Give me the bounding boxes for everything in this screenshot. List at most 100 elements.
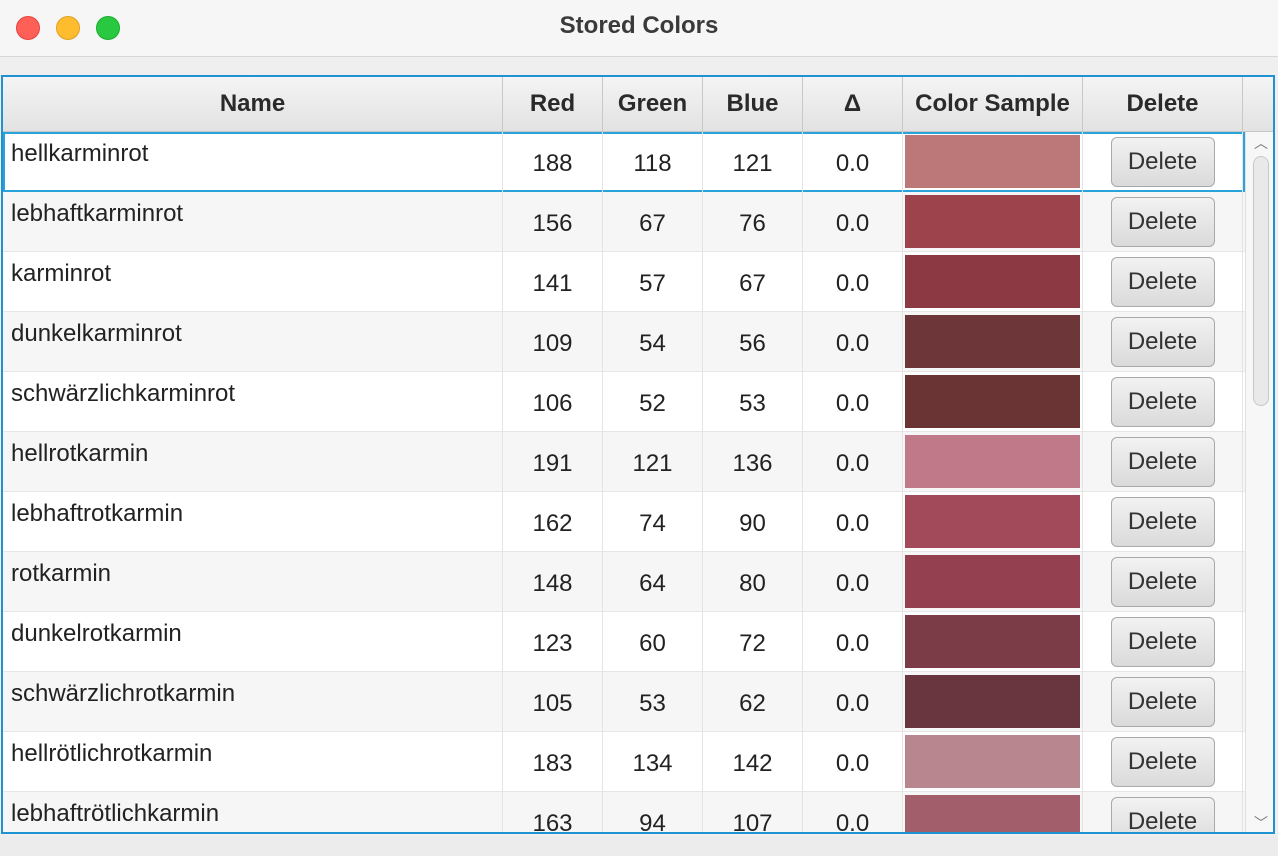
cell-green: 53 xyxy=(603,672,703,732)
delete-button[interactable]: Delete xyxy=(1110,737,1215,787)
close-window-button[interactable] xyxy=(16,16,40,40)
cell-color-sample xyxy=(903,732,1083,792)
chevron-up-icon[interactable]: ︿ xyxy=(1254,135,1268,151)
cell-delete: Delete xyxy=(1083,792,1243,832)
minimize-window-button[interactable] xyxy=(56,16,80,40)
table-row[interactable]: dunkelrotkarmin 123 60 72 0.0 Delete xyxy=(3,612,1245,672)
vertical-scrollbar[interactable]: ︿ ﹀ xyxy=(1245,132,1273,832)
cell-name: hellrotkarmin xyxy=(3,432,503,492)
cell-color-sample xyxy=(903,492,1083,552)
cell-green: 134 xyxy=(603,732,703,792)
cell-name: karminrot xyxy=(3,252,503,312)
table-row[interactable]: lebhaftrötlichkarmin 163 94 107 0.0 Delete xyxy=(3,792,1245,832)
cell-blue: 56 xyxy=(703,312,803,372)
cell-color-sample xyxy=(903,132,1083,192)
cell-green: 52 xyxy=(603,372,703,432)
cell-delete: Delete xyxy=(1083,732,1243,792)
table-row[interactable]: dunkelkarminrot 109 54 56 0.0 Delete xyxy=(3,312,1245,372)
delete-button[interactable]: Delete xyxy=(1110,497,1215,547)
cell-red: 105 xyxy=(503,672,603,732)
cell-green: 60 xyxy=(603,612,703,672)
delete-button[interactable]: Delete xyxy=(1110,377,1215,427)
delete-button[interactable]: Delete xyxy=(1110,617,1215,667)
delete-button[interactable]: Delete xyxy=(1110,557,1215,607)
zoom-window-button[interactable] xyxy=(96,16,120,40)
cell-blue: 76 xyxy=(703,192,803,252)
delete-button[interactable]: Delete xyxy=(1110,437,1215,487)
colors-table[interactable]: Name Red Green Blue Δ Color Sample Delet… xyxy=(1,75,1275,834)
table-row[interactable]: hellrötlichrotkarmin 183 134 142 0.0 Delete xyxy=(3,732,1245,792)
cell-name: lebhaftrotkarmin xyxy=(3,492,503,552)
scrollbar-thumb[interactable] xyxy=(1253,156,1269,406)
delete-button[interactable]: Delete xyxy=(1110,677,1215,727)
color-swatch xyxy=(905,135,1080,188)
cell-blue: 107 xyxy=(703,792,803,832)
cell-delta: 0.0 xyxy=(803,672,903,732)
cell-delete: Delete xyxy=(1083,672,1243,732)
column-header-green[interactable]: Green xyxy=(603,77,703,131)
cell-blue: 90 xyxy=(703,492,803,552)
cell-delete: Delete xyxy=(1083,312,1243,372)
cell-delta: 0.0 xyxy=(803,312,903,372)
cell-blue: 67 xyxy=(703,252,803,312)
table-row[interactable]: rotkarmin 148 64 80 0.0 Delete xyxy=(3,552,1245,612)
cell-red: 106 xyxy=(503,372,603,432)
cell-delta: 0.0 xyxy=(803,372,903,432)
column-header-red[interactable]: Red xyxy=(503,77,603,131)
cell-delta: 0.0 xyxy=(803,192,903,252)
cell-delta: 0.0 xyxy=(803,432,903,492)
cell-delete: Delete xyxy=(1083,612,1243,672)
column-header-filler xyxy=(1243,77,1273,131)
cell-blue: 80 xyxy=(703,552,803,612)
table-header: Name Red Green Blue Δ Color Sample Delet… xyxy=(3,77,1273,132)
chevron-down-icon[interactable]: ﹀ xyxy=(1254,815,1268,831)
column-header-name[interactable]: Name xyxy=(3,77,503,131)
cell-delta: 0.0 xyxy=(803,732,903,792)
color-swatch xyxy=(905,675,1080,728)
cell-red: 109 xyxy=(503,312,603,372)
cell-name: schwärzlichkarminrot xyxy=(3,372,503,432)
table-row[interactable]: lebhaftkarminrot 156 67 76 0.0 Delete xyxy=(3,192,1245,252)
cell-green: 74 xyxy=(603,492,703,552)
cell-color-sample xyxy=(903,612,1083,672)
cell-color-sample xyxy=(903,192,1083,252)
column-header-blue[interactable]: Blue xyxy=(703,77,803,131)
column-header-color-sample[interactable]: Color Sample xyxy=(903,77,1083,131)
table-row[interactable]: schwärzlichkarminrot 106 52 53 0.0 Delete xyxy=(3,372,1245,432)
cell-red: 148 xyxy=(503,552,603,612)
cell-name: lebhaftrötlichkarmin xyxy=(3,792,503,832)
cell-blue: 53 xyxy=(703,372,803,432)
cell-red: 191 xyxy=(503,432,603,492)
cell-red: 183 xyxy=(503,732,603,792)
table-row[interactable]: hellrotkarmin 191 121 136 0.0 Delete xyxy=(3,432,1245,492)
table-row[interactable]: schwärzlichrotkarmin 105 53 62 0.0 Delete xyxy=(3,672,1245,732)
title-bar: Stored Colors xyxy=(0,0,1278,57)
cell-name: schwärzlichrotkarmin xyxy=(3,672,503,732)
delete-button[interactable]: Delete xyxy=(1110,257,1215,307)
delete-button[interactable]: Delete xyxy=(1110,797,1215,832)
delete-button[interactable]: Delete xyxy=(1110,317,1215,367)
color-swatch xyxy=(905,795,1080,832)
cell-color-sample xyxy=(903,672,1083,732)
delete-button[interactable]: Delete xyxy=(1110,137,1215,187)
cell-green: 64 xyxy=(603,552,703,612)
cell-blue: 72 xyxy=(703,612,803,672)
column-header-delete[interactable]: Delete xyxy=(1083,77,1243,131)
cell-blue: 121 xyxy=(703,132,803,192)
column-header-delta[interactable]: Δ xyxy=(803,77,903,131)
cell-name: hellkarminrot xyxy=(3,132,503,192)
color-swatch xyxy=(905,735,1080,788)
cell-red: 123 xyxy=(503,612,603,672)
table-row[interactable]: karminrot 141 57 67 0.0 Delete xyxy=(3,252,1245,312)
cell-color-sample xyxy=(903,372,1083,432)
delete-button[interactable]: Delete xyxy=(1110,197,1215,247)
table-row[interactable]: hellkarminrot 188 118 121 0.0 Delete xyxy=(3,132,1245,192)
cell-name: lebhaftkarminrot xyxy=(3,192,503,252)
cell-delete: Delete xyxy=(1083,252,1243,312)
cell-name: hellrötlichrotkarmin xyxy=(3,732,503,792)
cell-delete: Delete xyxy=(1083,552,1243,612)
cell-color-sample xyxy=(903,312,1083,372)
cell-delete: Delete xyxy=(1083,132,1243,192)
table-row[interactable]: lebhaftrotkarmin 162 74 90 0.0 Delete xyxy=(3,492,1245,552)
cell-name: dunkelkarminrot xyxy=(3,312,503,372)
